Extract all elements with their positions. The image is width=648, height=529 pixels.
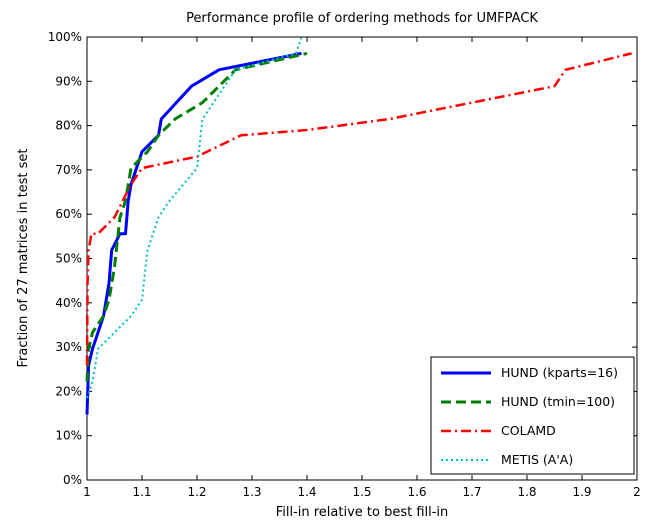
x-axis-label: Fill-in relative to best fill-in	[276, 505, 449, 520]
y-tick-label: 0%	[63, 473, 82, 487]
x-tick-label: 1.6	[407, 485, 426, 499]
y-tick-label: 90%	[55, 74, 82, 88]
y-tick-label: 20%	[55, 384, 82, 398]
y-tick-label: 80%	[55, 119, 82, 133]
legend-label: METIS (A'A)	[501, 452, 573, 467]
x-tick-label: 1.5	[352, 485, 371, 499]
series-line-0	[85, 51, 302, 415]
legend-label: COLAMD	[501, 423, 556, 438]
axis-ticks: 1 1.1 1.2 1.3 1.4 1.5 1.6 1.7 1.8 1.9 20%10%20%30%…	[48, 30, 641, 499]
series-layer	[85, 36, 632, 415]
chart-title: Performance profile of ordering methods …	[186, 11, 538, 26]
x-tick-label: 1.7	[462, 485, 481, 499]
legend: HUND (kparts=16) HUND (tmin=100) COLAMD MET…	[430, 356, 635, 475]
x-tick-label: 1	[83, 485, 91, 499]
legend-label: HUND (tmin=100)	[501, 394, 615, 409]
x-tick-label: 1.8	[517, 485, 536, 499]
x-tick-label: 1.3	[242, 485, 261, 499]
y-tick-label: 100%	[48, 30, 82, 44]
series-line-3	[86, 36, 303, 399]
y-tick-label: 10%	[55, 429, 82, 443]
x-tick-label: 1.2	[187, 485, 206, 499]
y-axis-label: Fraction of 27 matrices in test set	[16, 148, 31, 367]
x-tick-label: 1.9	[572, 485, 591, 499]
x-tick-label: 1.1	[132, 485, 151, 499]
x-tick-label: 1.4	[297, 485, 316, 499]
y-tick-label: 30%	[55, 340, 82, 354]
x-tick-label: 2	[633, 485, 641, 499]
y-tick-label: 60%	[55, 207, 82, 221]
y-tick-label: 70%	[55, 163, 82, 177]
legend-label: HUND (kparts=16)	[501, 365, 618, 380]
series-line-2	[85, 52, 632, 366]
series-line-1	[85, 51, 308, 382]
y-tick-label: 50%	[55, 252, 82, 266]
legend-box	[430, 356, 635, 475]
y-tick-label: 40%	[55, 296, 82, 310]
